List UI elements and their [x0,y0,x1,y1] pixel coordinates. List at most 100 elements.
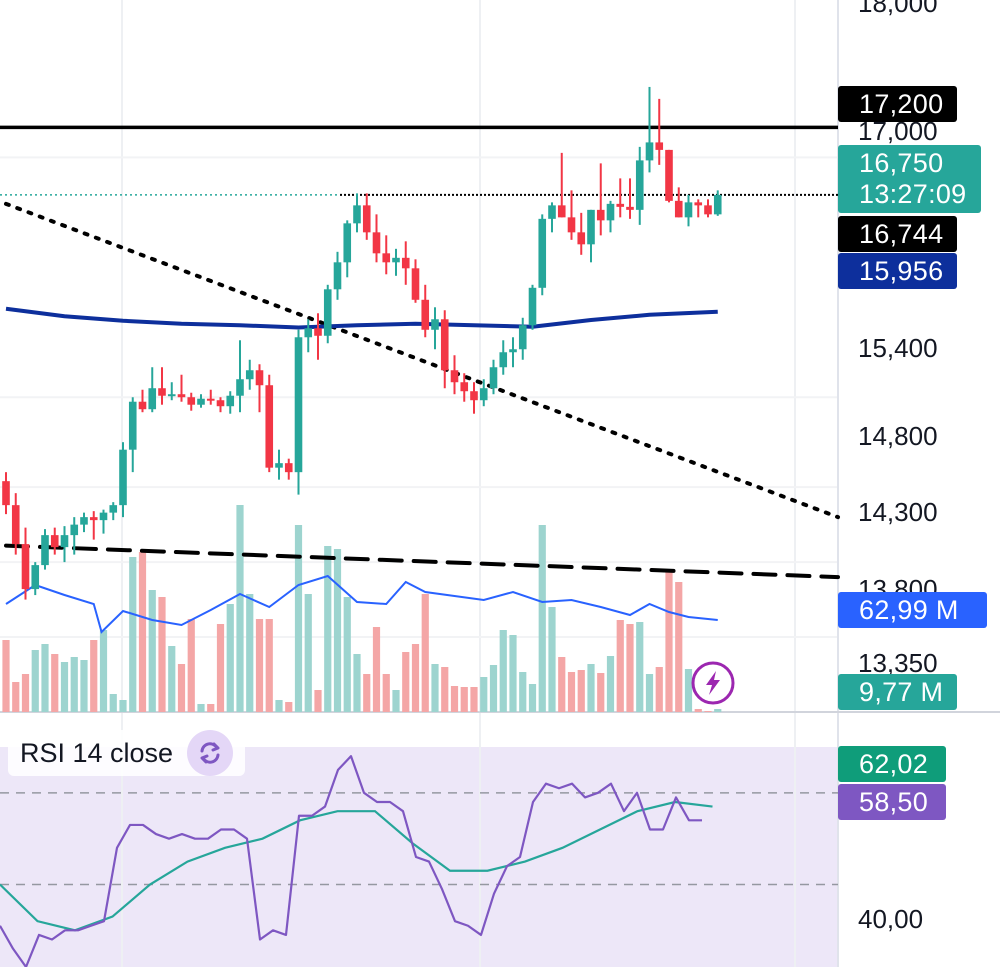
volume-bar [519,672,527,712]
candlesticks [2,86,722,600]
candle-body [304,328,313,338]
trendline [4,201,840,520]
volume-bar [216,624,225,712]
volume-bar [138,552,147,712]
volume-bar [470,687,478,712]
trendline [4,543,840,580]
volume-bar [694,709,702,712]
volume-bar [304,594,312,712]
volume-bar [675,582,683,712]
volume-bar [99,630,108,712]
price-axis-label: 18,000 [858,0,938,18]
candle-body [109,505,118,513]
price-axis-label: 15,400 [858,333,938,363]
level-tag-17200[interactable]: 17,200 [838,86,958,122]
volume-bar [168,646,176,712]
candle-body [509,349,517,353]
volume-bar [626,624,634,712]
candle-body [577,232,586,245]
volume-bar [129,557,137,712]
volume-bar [246,594,254,712]
candle-body [440,319,449,371]
volume-bar [704,711,712,712]
candle-body [704,205,712,215]
candle-body [284,463,293,473]
candle-body [401,257,410,269]
candle-body [694,202,703,206]
candle-body [128,401,137,450]
volume-bar [265,619,273,712]
moving-average-line [5,306,718,330]
candle-body [167,394,176,397]
candle-body [11,505,20,545]
candle-body [31,565,40,590]
candle-body [21,544,30,590]
candle-body [538,218,547,288]
candle-body [421,299,430,330]
candle-body [372,232,381,254]
volume-tag[interactable]: 9,77 M [838,674,958,710]
volume-bar [60,662,69,712]
candle-body [119,449,127,506]
volume-bar [460,687,468,712]
rsi-value-tag[interactable]: 58,50 [838,784,947,820]
volume-bar [665,569,673,712]
sync-icon[interactable] [187,730,234,776]
volume-bar [441,667,449,712]
candle-body [626,206,634,210]
candle-body [50,535,59,548]
volume-ma-tag[interactable]: 62,99 M [838,592,987,628]
volume-bar [31,650,39,712]
volume-bar [538,525,546,712]
volume-bar [12,682,20,712]
candle-body [236,379,244,396]
candle-body [148,388,157,410]
price-axis-label: 14,300 [858,497,938,527]
candle-body [80,517,88,525]
volume-bar [21,674,30,712]
prev-close-tag[interactable]: 16,744 [838,216,958,252]
last-price-tag[interactable]: 16,750 13:27:09 [838,145,981,213]
rsi-ma-line [0,800,713,932]
candle-body [216,400,225,407]
candle-body [655,142,664,150]
volume-bar [119,700,127,712]
volume-bar [606,656,615,712]
moving-average-tag[interactable]: 15,956 [838,253,958,289]
candle-body [674,200,683,218]
volume-bar [226,604,234,712]
rsi-legend[interactable]: RSI 14 close [8,730,246,776]
candle-body [606,203,615,221]
candle-body [99,512,108,521]
volume-bar [275,700,283,712]
rsi-ma-tag[interactable]: 62,02 [838,746,947,782]
drawing-lines [0,125,840,580]
candle-body [411,268,420,300]
volume-bar [363,674,371,712]
candle-body [197,398,205,405]
candle-body [245,370,254,380]
candle-body [206,398,215,401]
volume-bar [187,619,195,712]
price-axis-label: 13,350 [858,648,938,678]
volume-bar [645,674,654,712]
volume-bar [177,664,186,712]
candle-body [489,367,498,389]
volume-bar [353,654,361,712]
volume-bar [402,652,410,712]
volume-bar [655,667,663,712]
volume-bar [372,627,381,712]
moving-average-line [5,306,718,330]
lightning-icon[interactable] [690,660,736,706]
volume-bar [236,505,244,712]
candle-body [275,463,283,468]
volume-bar [489,665,498,712]
rsi-axis-label: 40,00 [858,904,924,934]
volume-bar [90,640,98,712]
candle-body [333,262,342,290]
candle-body [392,257,400,263]
candle-body [187,397,196,405]
candle-body [255,370,264,386]
candle-body [713,194,722,215]
candle-body [362,205,371,233]
